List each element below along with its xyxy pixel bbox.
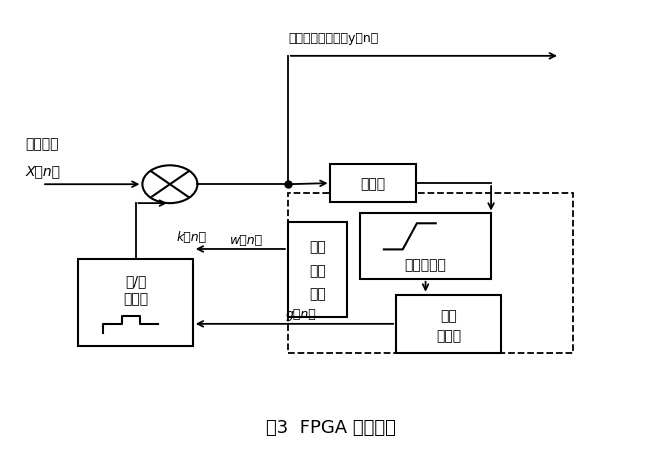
Text: 输入信号: 输入信号 (26, 137, 59, 152)
Text: 判决: 判决 (309, 263, 326, 277)
Text: 图3  FPGA 内部框图: 图3 FPGA 内部框图 (266, 419, 395, 436)
Text: 调整增益后的输出y（n）: 调整增益后的输出y（n） (288, 32, 378, 45)
Bar (360, 214, 491, 279)
Text: 门限: 门限 (309, 240, 326, 253)
Text: 查找表: 查找表 (436, 329, 461, 343)
Text: g（n）: g（n） (286, 308, 317, 321)
Text: k（n）: k（n） (176, 230, 207, 243)
Text: 滤波器: 滤波器 (360, 177, 385, 191)
Text: 门限判决器: 门限判决器 (405, 258, 446, 272)
Bar (288, 194, 573, 354)
Text: 模块: 模块 (309, 287, 326, 301)
Text: 增益: 增益 (440, 308, 457, 322)
Text: 计数器: 计数器 (123, 291, 148, 305)
Text: w（n）: w（n） (231, 233, 264, 246)
Bar (330, 165, 416, 203)
Bar (78, 259, 193, 347)
Bar (288, 223, 347, 318)
Text: X（n）: X（n） (26, 164, 61, 178)
Text: 加/减: 加/减 (125, 274, 146, 288)
Bar (396, 295, 501, 354)
